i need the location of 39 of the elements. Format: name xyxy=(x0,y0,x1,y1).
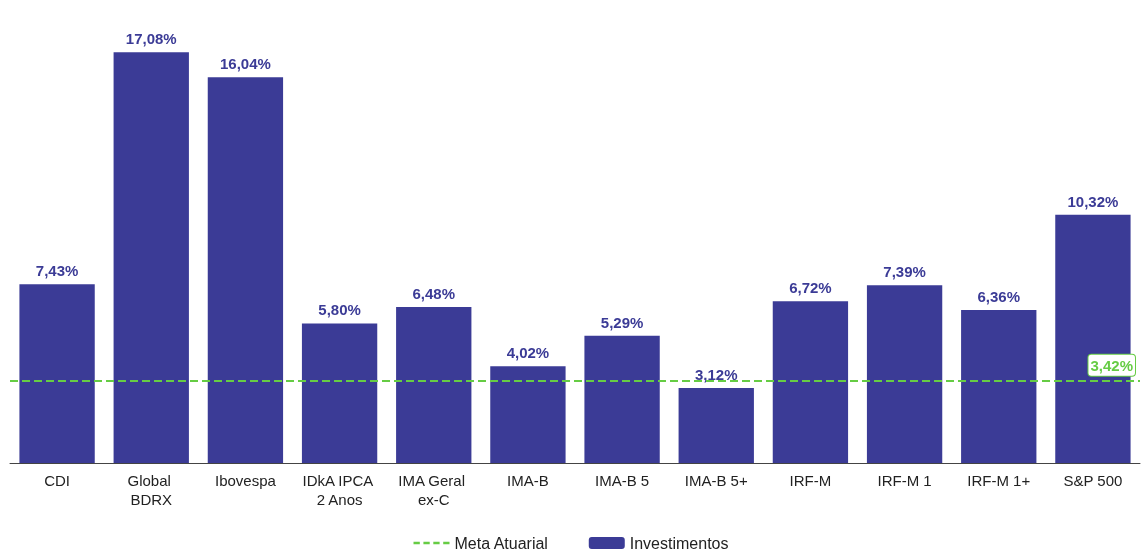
data-label: 6,72% xyxy=(789,279,832,297)
x-tick-label: IRF-M 1 xyxy=(877,472,932,489)
x-tick-label: IMA-B xyxy=(507,472,549,489)
data-label: 5,29% xyxy=(600,313,644,331)
data-label: 16,04% xyxy=(219,55,271,73)
legend-label: Investimentos xyxy=(629,534,729,552)
data-label: 7,39% xyxy=(883,263,926,281)
bar xyxy=(207,77,284,463)
x-tick-label: S&P 500 xyxy=(1063,472,1123,489)
bar xyxy=(490,366,566,463)
x-tick-label: Global BDRX xyxy=(127,472,176,508)
x-tick-label: IMA-B 5+ xyxy=(684,472,748,489)
x-tick-label: Ibovespa xyxy=(214,472,277,489)
bar xyxy=(584,335,660,463)
data-label: 6,48% xyxy=(412,285,456,303)
bar xyxy=(678,387,754,463)
x-tick-label: IMA Geral ex-C xyxy=(398,472,470,508)
data-label: 17,08% xyxy=(125,30,177,48)
bar xyxy=(772,301,849,463)
x-tick-label: CDI xyxy=(44,472,71,489)
bar xyxy=(113,52,189,463)
x-tick-label: IRF-M xyxy=(789,472,832,489)
data-label: 5,80% xyxy=(318,301,361,319)
bar xyxy=(961,310,1037,463)
ref-line-label: 3,42% xyxy=(1090,356,1133,374)
data-label: 3,12% xyxy=(694,365,738,383)
text: Meta Atuarial xyxy=(454,534,548,552)
bar xyxy=(866,285,943,463)
x-tick-label: IRF-M 1+ xyxy=(967,472,1031,489)
bar xyxy=(301,323,378,463)
data-label: 6,36% xyxy=(977,288,1021,306)
bar xyxy=(1055,214,1131,463)
data-label: 7,43% xyxy=(35,262,79,280)
bar xyxy=(19,284,95,463)
data-label: 4,02% xyxy=(506,344,550,362)
data-label: 10,32% xyxy=(1067,192,1119,210)
x-tick-label: IMA-B 5 xyxy=(594,472,650,489)
bar xyxy=(396,307,472,463)
x-tick-label: IDkA IPCA 2 Anos xyxy=(302,472,377,508)
